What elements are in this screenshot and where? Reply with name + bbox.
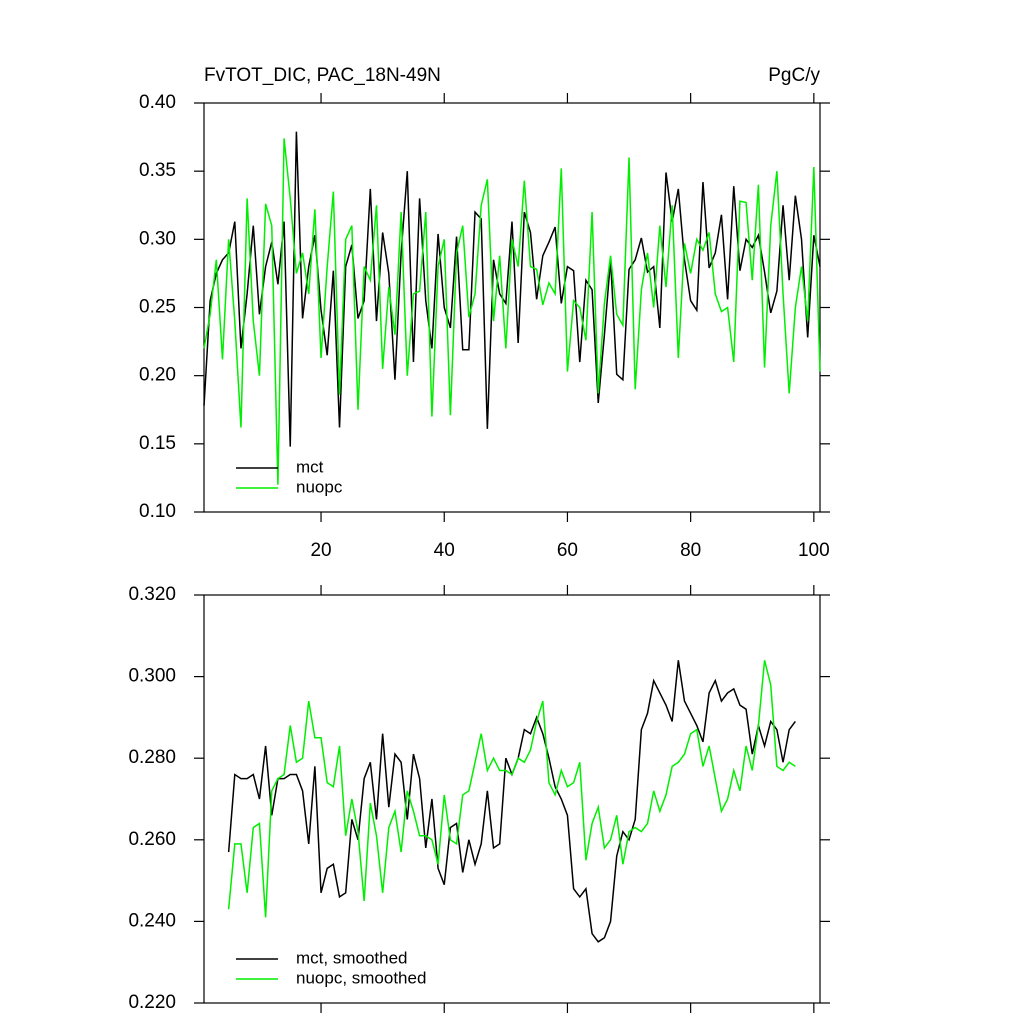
y-tick-label: 0.260	[128, 829, 176, 850]
plot-frame	[203, 594, 821, 1004]
x-tick-label: 40	[434, 540, 455, 561]
y-tick-label: 0.320	[128, 584, 176, 605]
legend-label: nuopc	[296, 477, 343, 496]
legend-label: nuopc, smoothed	[296, 968, 426, 987]
y-tick-label: 0.10	[139, 501, 176, 522]
y-tick-label: 0.25	[139, 297, 176, 318]
x-tick-label: 80	[680, 540, 701, 561]
series-line	[227, 660, 796, 918]
chart-title: FvTOT_DIC, PAC_18N-49N	[204, 65, 441, 86]
legend-label: mct, smoothed	[296, 948, 408, 967]
y-tick-label: 0.300	[128, 666, 176, 687]
y-tick-label: 0.15	[139, 433, 176, 454]
x-tick-label: 100	[798, 540, 830, 561]
y-tick-label: 0.240	[128, 910, 176, 931]
legend-label: mct	[296, 457, 324, 476]
y-tick-label: 0.280	[128, 747, 176, 768]
y-tick-label: 0.20	[139, 365, 176, 386]
y-tick-label: 0.40	[139, 92, 176, 113]
y-tick-label: 0.35	[139, 160, 176, 181]
y-tick-label: 0.30	[139, 228, 176, 249]
series-line	[203, 138, 821, 485]
units-label: PgC/y	[768, 65, 820, 86]
x-tick-label: 20	[310, 540, 331, 561]
x-tick-label: 60	[557, 540, 578, 561]
y-tick-label: 0.220	[128, 992, 176, 1013]
